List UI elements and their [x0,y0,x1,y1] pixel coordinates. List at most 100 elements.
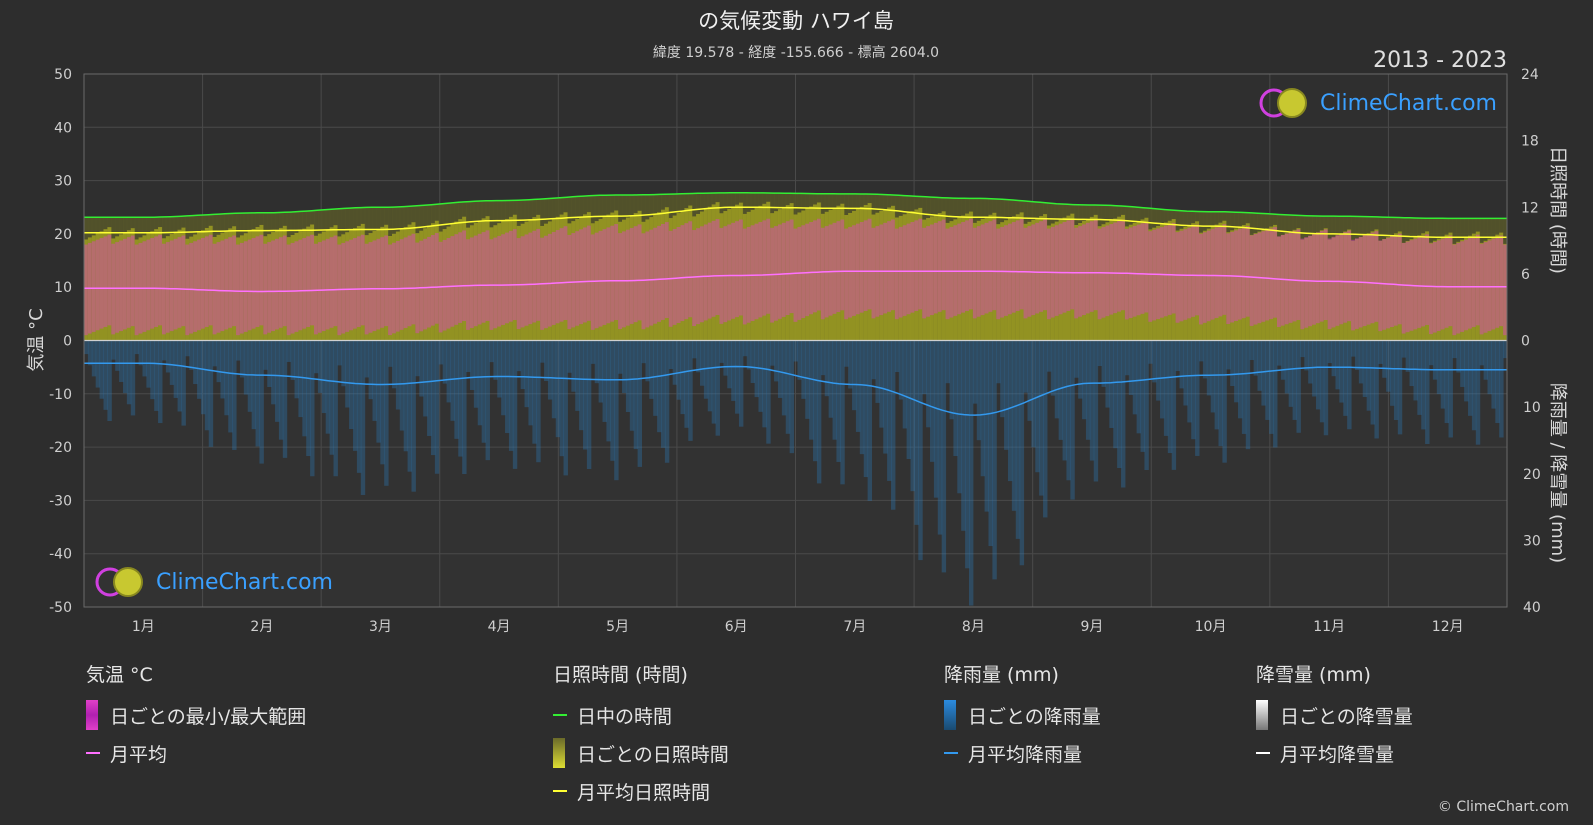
rain-column [676,340,681,400]
rain-column [1292,340,1297,420]
sunshine-column [680,210,685,341]
temp-range-column [204,236,210,327]
rain-column [770,340,775,366]
rain-column [914,340,919,525]
sunshine-column [1315,232,1321,341]
temp-range-column [844,228,849,320]
sunshine-column [485,216,490,341]
snow-avg-swatch [1256,752,1270,754]
sunshine-column [968,211,974,341]
temp-range-column [980,224,986,316]
rain-column [1261,340,1266,406]
sunshine-column [321,231,327,341]
rain-column [1257,340,1262,391]
rain-column [657,340,662,433]
rain-column [317,340,323,393]
sunshine-column [719,213,724,341]
temp-range-column [1152,229,1157,321]
temp-range-column [388,244,393,336]
rain-column [945,340,950,384]
temp-range-column [1487,240,1492,332]
temp-range-column [551,231,557,325]
sunshine-column [1386,237,1391,341]
temp-range-column [1390,236,1395,328]
sunshine-column [688,205,693,341]
temp-range-column [625,229,631,326]
copyright: © ClimeChart.com [1437,799,1569,815]
temp-range-column [1327,238,1333,330]
temp-range-column [653,227,658,324]
sunshine-column [1109,220,1114,341]
sunshine-column [676,213,681,341]
sunshine-column [871,214,876,341]
rain-column [1043,340,1048,518]
temp-range-column [731,222,736,319]
logo-top[interactable]: ClimeChart.com [1258,86,1497,120]
sunshine-column [220,232,225,341]
temp-range-column [1429,243,1434,335]
sunshine-column [684,208,689,341]
sunshine-column [614,210,619,341]
sunshine-column [598,218,604,341]
rain-avg-swatch [944,752,958,754]
sunshine-column [458,219,463,341]
right-bottom-tick-label: 40 [1523,600,1541,616]
temp-range-column [516,238,522,330]
sunshine-column [937,213,943,341]
rain-column [138,340,143,366]
rain-column [1417,340,1422,415]
rain-column [910,340,915,492]
sunshine-column [302,228,307,341]
rain-column [263,340,268,370]
temp-range-column [660,223,666,320]
temp-range-column [1148,231,1153,322]
rain-column [239,340,245,378]
sunshine-column [193,234,198,341]
temp-range-column [867,218,873,310]
temp-range-column [1413,238,1418,330]
rain-column [154,340,159,411]
temp-range-column [115,242,120,333]
sunshine-column [462,216,467,341]
rain-column [875,340,880,403]
temp-range-column [239,242,245,334]
sunshine-column [649,217,654,341]
rain-column [832,340,837,440]
rain-column [107,340,112,422]
left-tick-label: 0 [63,334,72,350]
sunshine-column [1468,235,1473,341]
temp-range-column [680,225,685,322]
temp-range-column [1464,239,1469,331]
temp-range-column [649,229,654,326]
sunshine-column [1436,238,1442,341]
temp-range-column [232,235,237,327]
temp-range-column [1199,233,1204,325]
sunshine-column [271,232,276,341]
temp-range-column [154,236,159,327]
sunshine-column [1140,219,1145,341]
temp-range-column [840,219,845,311]
temp-range-column [317,242,323,333]
temp-range-column [466,239,471,330]
sunshine-column [918,207,923,341]
rain-column [926,340,931,428]
rain-column [996,340,1001,384]
legend-item: 日中の時間 [553,696,729,734]
temp-range-column [1222,224,1227,315]
rain-column [1187,340,1192,423]
temp-range-column [945,228,950,320]
sunshine-column [497,223,502,341]
rain-column [1136,340,1142,434]
rain-column [660,340,666,448]
sunshine-column [606,214,611,341]
left-tick-label: -30 [49,493,72,509]
rain-column [278,340,284,440]
temp-range-column [711,220,717,317]
right-top-tick-label: 6 [1521,267,1530,283]
rain-column [1144,340,1149,471]
legend-rain-title: 降雨量 (mm) [944,664,1059,686]
temp-range-column [228,237,233,328]
rain-column [898,340,904,400]
logo-bottom[interactable]: ClimeChart.com [94,565,333,599]
sunshine-column [879,210,884,341]
